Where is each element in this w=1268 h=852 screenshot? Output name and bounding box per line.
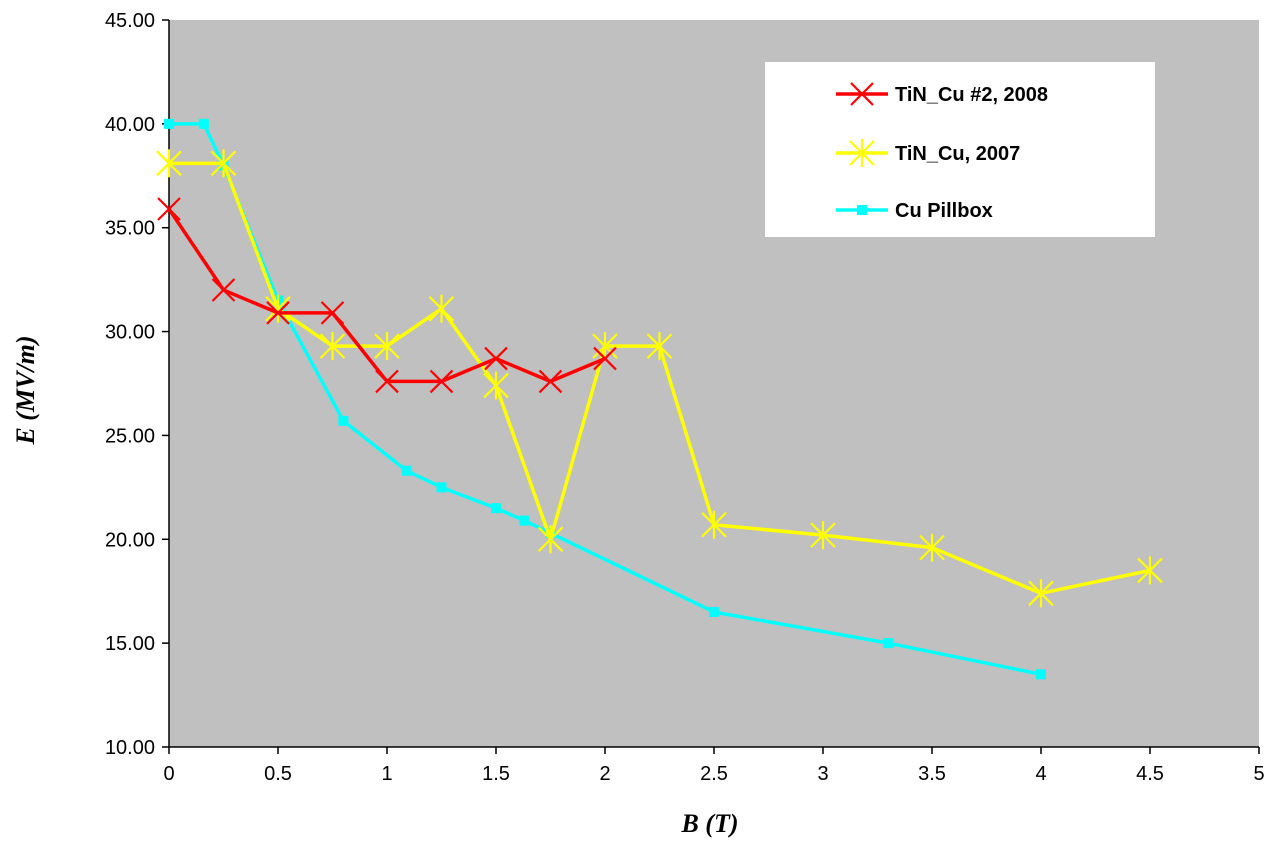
legend: TiN_Cu #2, 2008 TiN_Cu, 2007 Cu Pillbox [765,62,1155,237]
x-tick-label: 0 [163,763,174,785]
data-point-x-marker [157,197,181,221]
marker-stroke [593,346,617,371]
y-tick-label: 10.00 [105,737,155,759]
legend-label: TiN_Cu #2, 2008 [895,84,1048,106]
x-tick-label: 3 [817,763,828,785]
data-point-star-marker [428,294,455,323]
data-point-star-marker [1028,579,1054,608]
data-point-square-marker [436,482,447,493]
data-point-square-marker [519,515,530,526]
data-point-star-marker [810,521,836,550]
marker-stroke [266,301,290,325]
marker-stroke [211,278,236,302]
data-point-star-marker [537,525,564,554]
y-axis-title: E (MV/m) [11,335,40,445]
data-point-x-marker [538,369,563,394]
x-axis-title: B (T) [680,809,738,838]
data-point-square-marker [338,415,349,426]
legend-box [765,62,1155,237]
data-point-star-marker [210,149,237,178]
x-tick-label: 5 [1253,763,1264,785]
series-layer [156,118,1163,680]
data-point-x-marker [593,346,617,371]
y-tick-label: 15.00 [105,633,155,655]
x-tick-label: 4.5 [1136,763,1164,785]
data-point-square-marker [401,465,412,476]
data-point-x-marker [320,301,345,325]
series-tin-cu-2-2008 [157,197,617,394]
marker-stroke [375,369,399,394]
data-point-star-marker [319,332,346,361]
x-tick-label: 0.5 [264,763,292,785]
data-point-x-marker [375,369,399,394]
x-tick-label: 4 [1035,763,1046,785]
data-point-square-marker [198,118,209,129]
data-point-x-marker [850,82,874,106]
data-point-star-marker [265,294,291,323]
data-point-star-marker [849,139,875,167]
marker-stroke [157,197,181,221]
data-point-star-marker [646,332,673,361]
data-point-star-marker [592,332,618,361]
data-point-square-marker [164,118,174,129]
data-point-star-marker [374,332,400,361]
y-tick-label: 35.00 [105,218,155,240]
legend-label: Cu Pillbox [895,200,993,222]
marker-stroke [538,369,563,394]
x-tick-label: 2.5 [700,763,728,785]
x-tick-label: 1 [381,763,392,785]
data-point-x-marker [429,369,454,394]
tick-labels: 0 0.5 1 1.5 2 2.5 3 3.5 4 4.5 5 10.00 15.00 20.00 25.0… [105,10,1265,785]
legend-entry: TiN_Cu #2, 2008 [836,82,1048,106]
y-tick-label: 40.00 [105,114,155,136]
data-point-x-marker [211,278,236,302]
marker-stroke [320,301,345,325]
data-point-square-marker [491,503,501,514]
x-tick-label: 1.5 [482,763,510,785]
y-tick-label: 30.00 [105,322,155,344]
data-point-square-marker [1036,669,1046,680]
marker-stroke [850,82,874,106]
data-point-square-marker [709,606,719,617]
data-point-x-marker [484,346,508,371]
data-point-star-marker [919,533,945,562]
data-point-x-marker [266,301,290,325]
data-point-star-marker [701,510,727,539]
x-tick-label: 2 [599,763,610,785]
marker-stroke [484,346,508,371]
data-point-star-marker [1137,556,1163,585]
data-point-star-marker [156,149,182,178]
y-tick-label: 25.00 [105,425,155,447]
data-point-square-marker [857,205,867,215]
legend-label: TiN_Cu, 2007 [895,143,1020,165]
legend-entry: Cu Pillbox [836,200,993,222]
legend-entry: TiN_Cu, 2007 [836,139,1020,167]
y-tick-label: 45.00 [105,10,155,32]
data-point-square-marker [883,638,894,649]
marker-stroke [429,369,454,394]
x-tick-label: 3.5 [918,763,946,785]
series-tin-cu-2007 [156,149,1163,608]
data-point-star-marker [483,371,509,400]
y-tick-label: 20.00 [105,529,155,551]
